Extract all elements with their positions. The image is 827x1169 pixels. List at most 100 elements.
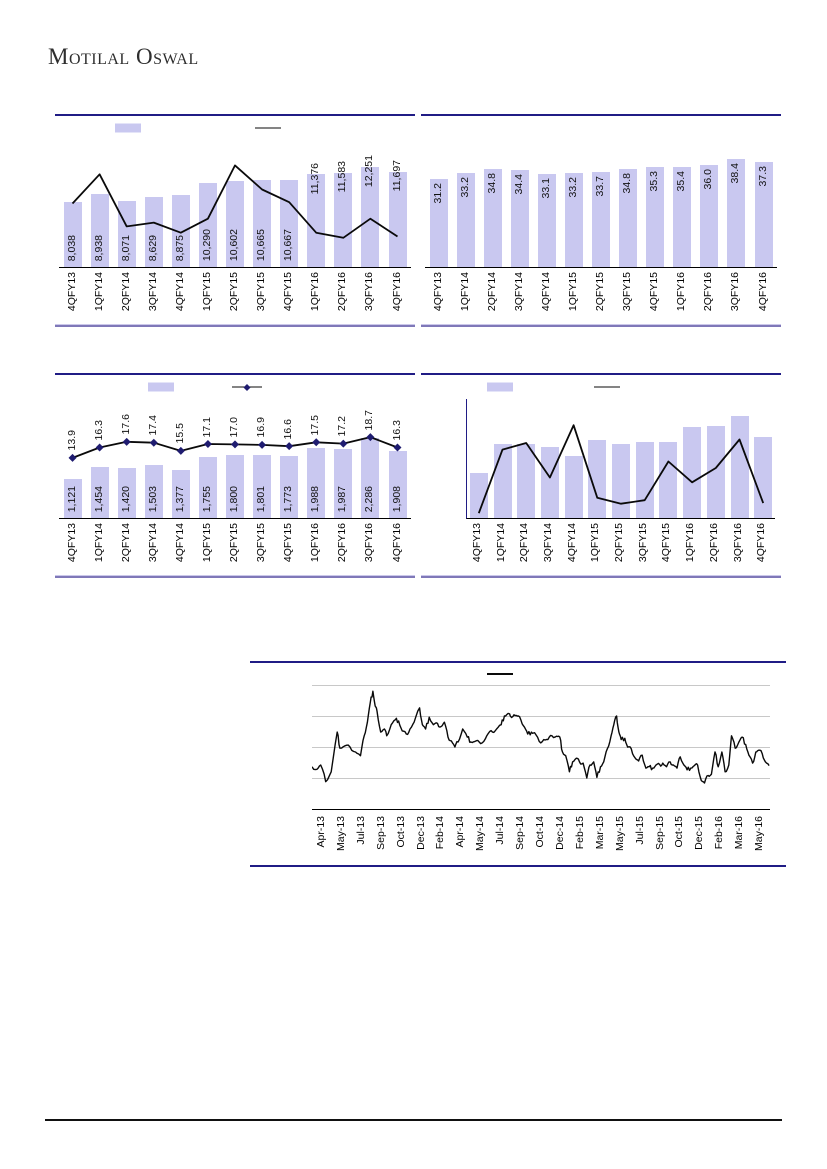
bar-value-label: 11,697 [390,160,403,192]
x-axis-label: 2QFY15 [613,523,625,563]
chart-plot-area: 8,038 8,938 8,071 8,629 8,875 10,290 10,602 10,… [59,140,411,268]
chart-legend [250,663,786,685]
line-value-label: 17.6 [119,414,132,435]
diamond-marker-icon [176,446,185,455]
x-axis-label: 4QFY14 [173,523,186,563]
bar [706,426,725,518]
x-axis-label: 4QFY14 [173,272,186,312]
x-axis-label: 4QFY13 [470,523,483,563]
x-axis-label: May-13 [334,816,347,852]
x-axis-label: 1QFY14 [458,272,471,312]
bar-value-label: 10,290 [200,228,213,261]
x-axis-label: 2QFY14 [119,523,132,563]
bar-value-label: 1,755 [200,485,213,512]
chart-plot-area [312,685,770,810]
bar-value-label: 8,875 [173,234,186,261]
gridline [312,716,770,717]
diamond-marker-icon [285,442,294,451]
bar [659,441,678,518]
x-axis-label: Sep-14 [514,816,527,850]
chart-x-axis-labels: 4QFY13 1QFY14 2QFY14 3QFY14 4QFY14 1QFY15 2QFY… [55,519,415,575]
legend-bar-swatch [487,382,513,392]
x-axis-label: Dec-13 [414,816,427,850]
x-axis-label: 4QFY16 [756,272,769,312]
bar-value-label: 33.1 [539,177,552,199]
chart-x-axis-labels: 4QFY13 1QFY14 2QFY14 3QFY14 4QFY14 1QFY15 2QFY… [421,268,781,324]
bar-value-label: 10,667 [282,228,295,261]
bar [456,173,475,267]
x-axis-label: 1QFY16 [675,272,688,312]
bar-value-label: 1,377 [173,485,186,512]
bar-value-label: 2,286 [363,485,376,512]
chart-top-rule [250,661,786,663]
bar [683,427,702,518]
bar-value-label: 10,602 [228,228,240,261]
bar [537,173,556,267]
bar [592,171,610,267]
bar [564,456,583,518]
bar [198,456,217,518]
chart-plot: 8,038 8,938 8,071 8,629 8,875 10,290 10,602 10,… [55,140,415,268]
diamond-marker-icon [149,438,158,447]
diamond-marker-icon [258,440,267,449]
x-axis-label: 2QFY14 [485,272,498,312]
legend-bar-swatch [115,123,141,133]
legend-line-swatch [255,127,281,129]
line-value-label: 17.1 [200,416,213,437]
chart-stock-price: Apr-13 May-13 Jul-13 Sep-13 Oct-13 Dec-13 Feb-… [250,661,786,867]
bar [646,167,665,267]
bar-value-label: 1,503 [146,485,159,512]
x-axis-label: Feb-14 [434,816,447,850]
gridline [312,778,770,779]
bar [483,168,502,267]
x-axis-label: 2QFY15 [228,272,240,312]
x-axis-label: 3QFY15 [636,523,649,563]
chart-legend [421,375,781,399]
bar-value-label: 1,800 [228,485,240,512]
gridline [312,747,770,748]
bar [280,455,299,518]
x-axis-label: 1QFY16 [309,272,322,312]
x-axis-label: 2QFY14 [518,523,531,563]
chart-legend [421,116,781,140]
x-axis-label: Oct-14 [534,816,546,848]
x-axis-label: 2QFY16 [336,523,349,563]
bar-value-label: 31.2 [431,182,444,204]
diamond-marker-icon [339,439,348,448]
diamond-marker-icon [231,440,239,449]
bar [469,473,488,518]
bar-value-label: 1,420 [119,485,132,512]
x-axis-label: 1QFY15 [566,272,579,312]
chart-bottom-rule [421,575,781,578]
x-axis-label: Oct-15 [673,816,686,848]
bar [540,446,559,518]
bar [754,437,773,518]
x-axis-label: 4QFY13 [65,523,78,563]
chart-plot [421,399,781,519]
chart-bottom-rule [250,865,786,867]
bar-value-label: 8,938 [92,234,105,261]
bar-value-label: 1,454 [92,485,105,512]
line-value-label: 17.5 [309,414,322,436]
chart-x-axis-labels: 4QFY13 1QFY14 2QFY14 3QFY14 4QFY14 1QFY15 2QFY… [55,268,415,324]
bar-value-label: 1,801 [255,485,268,512]
bar [226,455,244,518]
line-value-label: 16.9 [255,417,268,438]
bar [334,448,353,518]
legend-line-diamond-swatch [232,383,262,392]
bar-value-label: 1,773 [282,485,295,512]
bar-value-label: 34.8 [485,172,498,194]
x-axis-label: 2QFY16 [707,523,720,563]
diamond-marker-icon [203,440,212,449]
line-series-path [312,690,770,784]
bar-value-label: 35.3 [648,171,661,192]
x-axis-label: Sep-15 [653,816,666,850]
bar [730,415,749,518]
bar-value-label: 34.8 [621,172,634,194]
x-axis-label: 1QFY15 [200,523,213,563]
bar-value-label: 33.2 [458,177,471,198]
x-axis-label: 1QFY15 [200,272,213,312]
x-axis-label: 4QFY14 [565,523,578,563]
x-axis-label: 4QFY16 [390,272,403,312]
x-axis-label: Feb-16 [713,816,726,850]
